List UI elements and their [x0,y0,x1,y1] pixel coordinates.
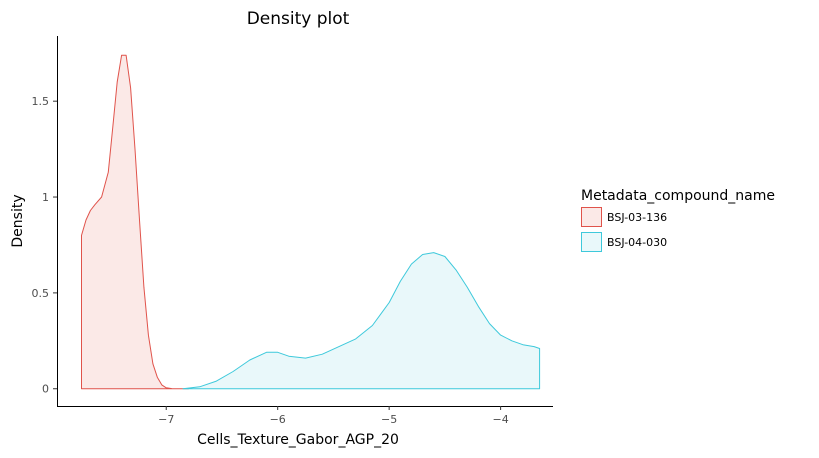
x-tick-label: −7 [158,413,174,426]
y-tick-label: 0.5 [32,287,50,300]
legend-label: BSJ-03-136 [607,211,667,224]
y-tick-label: 1 [42,191,49,204]
y-tick-label: 0 [42,383,49,396]
x-tick-label: −6 [270,413,286,426]
legend-swatch [581,232,602,252]
x-tick-label: −5 [381,413,397,426]
x-axis-label: Cells_Texture_Gabor_AGP_20 [197,432,399,448]
legend-swatch [581,207,602,227]
legend: Metadata_compound_name BSJ-03-136 BSJ-04-… [581,188,775,252]
legend-items: BSJ-03-136 BSJ-04-030 [581,207,667,252]
x-tick-label: −4 [493,413,509,426]
density-area-2 [182,252,541,390]
y-axis-label: Density [10,194,26,247]
chart-title: Density plot [247,9,350,29]
y-tick-label: 1.5 [32,95,50,108]
legend-title: Metadata_compound_name [581,188,775,204]
legend-label: BSJ-04-030 [607,236,667,249]
x-axis-ticks: −7 −6 −5 −4 [158,406,509,426]
density-area-1 [81,54,189,390]
y-axis-ticks: 0 0.5 1 1.5 [32,95,57,396]
plot-area [81,54,541,390]
